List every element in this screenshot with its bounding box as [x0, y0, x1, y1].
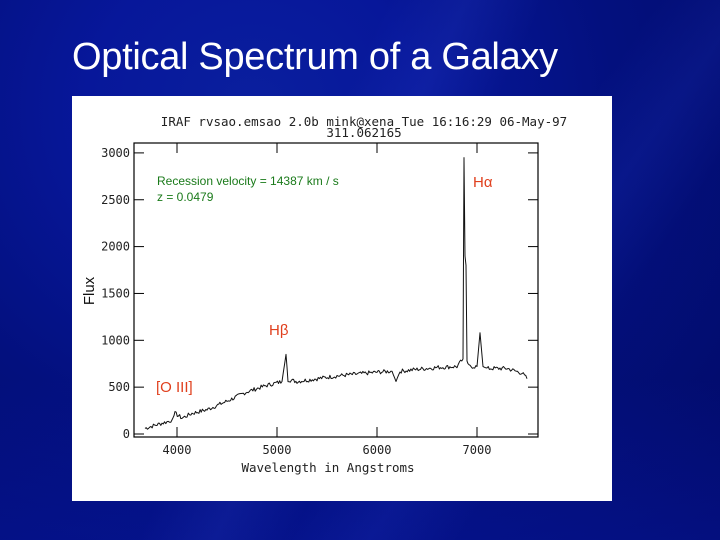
y-tick-label: 2500 — [101, 193, 130, 207]
spectrum-chart: IRAF rvsao.emsao 2.0b mink@xena Tue 16:1… — [81, 114, 567, 475]
h-beta-label: Hβ — [269, 322, 289, 339]
plot-frame — [133, 142, 539, 438]
redshift-annotation: z = 0.0479 — [157, 190, 214, 204]
velocity-annotation: Recession velocity = 14387 km / s — [157, 174, 339, 188]
spectrum-figure: IRAF rvsao.emsao 2.0b mink@xena Tue 16:1… — [72, 96, 612, 501]
oiii-label: [O III] — [156, 379, 193, 396]
y-tick-label: 0 — [123, 427, 130, 441]
y-tick-label: 1000 — [101, 333, 130, 347]
slide-title: Optical Spectrum of a Galaxy — [72, 36, 558, 78]
y-axis: 0 500 1000 1500 2000 2500 3000 — [101, 146, 538, 441]
y-axis-label: Flux — [81, 276, 98, 305]
y-tick-label: 500 — [108, 380, 130, 394]
x-tick-label: 4000 — [163, 443, 192, 457]
x-tick-label: 6000 — [363, 443, 392, 457]
x-axis: 4000 5000 6000 7000 — [163, 143, 492, 457]
x-tick-label: 5000 — [263, 443, 292, 457]
x-tick-label: 7000 — [463, 443, 492, 457]
y-tick-label: 3000 — [101, 146, 130, 160]
plot-header-line1: IRAF rvsao.emsao 2.0b mink@xena Tue 16:1… — [161, 114, 567, 129]
h-alpha-label: Hα — [473, 174, 493, 191]
spectrum-line — [144, 157, 528, 430]
y-tick-label: 1500 — [101, 286, 130, 300]
plot-header-line2: 311.062165 — [326, 125, 401, 140]
x-axis-label: Wavelength in Angstroms — [241, 460, 414, 475]
y-tick-label: 2000 — [101, 240, 130, 254]
